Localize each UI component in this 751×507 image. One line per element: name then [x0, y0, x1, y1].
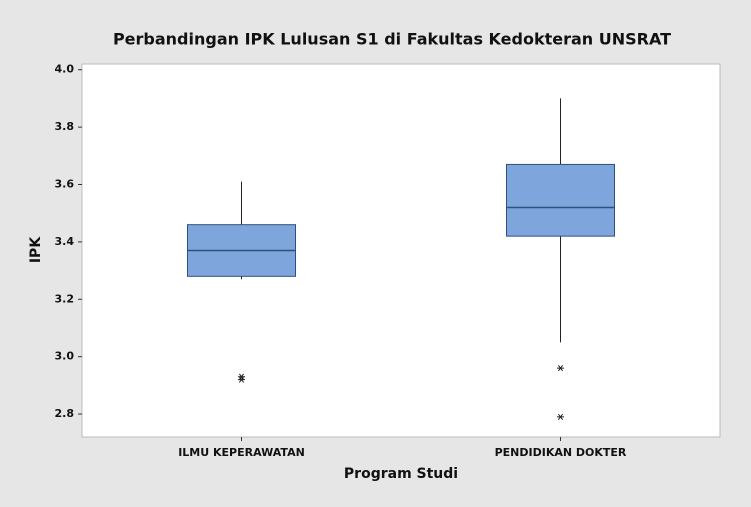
- x-tick-label: PENDIDIKAN DOKTER: [495, 446, 627, 459]
- chart-title: Perbandingan IPK Lulusan S1 di Fakultas …: [113, 30, 671, 49]
- y-tick-label: 4.0: [55, 63, 75, 76]
- y-tick-label: 3.6: [55, 178, 75, 191]
- y-tick-label: 2.8: [55, 407, 75, 420]
- box: [506, 163, 615, 237]
- y-tick-label: 3.8: [55, 120, 75, 133]
- y-axis-label: IPK: [28, 236, 44, 263]
- outlier: [238, 373, 245, 380]
- outlier: [557, 365, 564, 372]
- plot-area: [81, 63, 721, 438]
- y-tick-label: 3.2: [55, 292, 75, 305]
- x-tick-label: ILMU KEPERAWATAN: [178, 446, 305, 459]
- outlier: [557, 413, 564, 421]
- y-tick-label: 3.0: [55, 350, 75, 363]
- outlier: [238, 376, 245, 383]
- y-tick-label: 3.4: [55, 235, 75, 248]
- x-axis-label: Program Studi: [344, 466, 458, 482]
